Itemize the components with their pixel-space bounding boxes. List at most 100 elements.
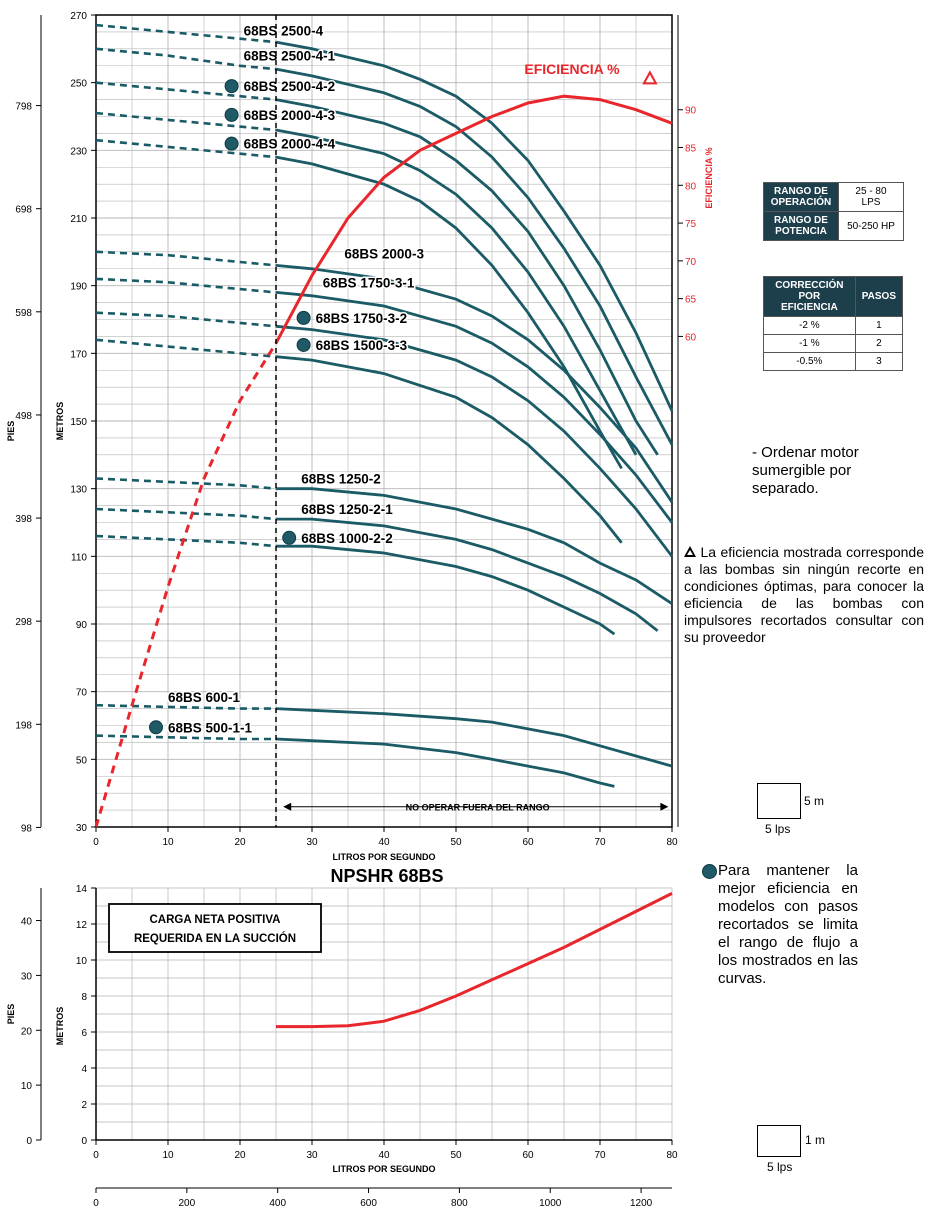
x-tick-label: 70	[594, 1150, 606, 1161]
x-tick-label: 0	[93, 1150, 99, 1161]
efficiency-label: EFICIENCIA %	[524, 61, 620, 77]
x-tick-label: 20	[234, 1150, 246, 1161]
steps-cell: 2	[854, 334, 904, 353]
series-dot	[296, 310, 311, 325]
series-line-dashed	[95, 507, 277, 521]
series-label: 68BS 2500-4	[244, 23, 324, 38]
power-range-value: 50-250 HP	[838, 211, 904, 241]
feet-tick-label: 398	[15, 514, 32, 525]
efficiency-tick-label: 65	[685, 295, 697, 306]
series-label: 68BS 2000-4-4	[244, 137, 336, 152]
scale-top-x: 5 lps	[765, 822, 791, 836]
y-tick-label: 210	[70, 214, 87, 225]
x-tick-label: 40	[378, 837, 390, 848]
y-tick-label: 50	[76, 755, 88, 766]
efficiency-tick-label: 70	[685, 257, 697, 268]
series-line-dashed	[95, 338, 277, 358]
series-label: 68BS 1000-2-2	[301, 531, 393, 546]
series-label: 68BS 1250-2-1	[301, 502, 393, 517]
efficiency-triangle-icon	[642, 70, 658, 85]
y-tick-label: 30	[76, 823, 88, 834]
operation-range-label: RANGO DE OPERACIÓN	[763, 182, 839, 212]
feet-tick-label: 298	[15, 617, 32, 628]
series-label: 68BS 2500-4-2	[244, 79, 336, 94]
series-line-dashed	[95, 277, 277, 294]
range-label: NO OPERAR FUERA DEL RANGO	[406, 803, 550, 813]
scale-bottom-x: 5 lps	[767, 1160, 793, 1174]
head-curve-labels: 68BS 2500-4 68BS 2500-4-1 68BS 2500-4-2 68B…	[149, 22, 658, 737]
y-axis-title: METROS	[55, 402, 65, 441]
steps-cell: 1	[854, 316, 904, 335]
gpm-tick-label: 200	[179, 1198, 196, 1209]
series-line	[275, 40, 674, 412]
efficiency-tick-label: 90	[685, 106, 697, 117]
series-line-dashed	[95, 81, 277, 101]
efficiency-axis-title: EFICIENCIA %	[704, 147, 714, 208]
efficiency-tick-label: 85	[685, 144, 697, 155]
x-tick-label: 20	[234, 837, 246, 848]
x-tick-label: 10	[162, 1150, 174, 1161]
series-line	[275, 707, 673, 768]
gpm-tick-label: 1200	[630, 1198, 653, 1209]
scale-box-bottom	[757, 1125, 801, 1157]
triangle-icon	[684, 546, 696, 557]
series-dot	[149, 720, 163, 735]
y-tick-label: 230	[70, 146, 87, 157]
series-line-dashed	[95, 311, 277, 328]
efficiency-tick-label: 60	[685, 332, 697, 343]
series-label: 68BS 1750-3-2	[316, 311, 408, 326]
feet-tick-label: 98	[21, 823, 33, 834]
series-line-dashed	[95, 477, 277, 490]
steps-note: Para mantener la mejor eficiencia en mod…	[702, 862, 858, 988]
series-label: 68BS 1250-2	[301, 472, 381, 487]
series-label: 68BS 600-1	[168, 690, 241, 705]
y-axis-title: METROS	[55, 1007, 65, 1046]
series-line	[275, 324, 674, 558]
scale-bottom-y: 1 m	[805, 1133, 826, 1147]
head-chart-grid	[95, 14, 679, 828]
feet-tick-label: 598	[15, 308, 32, 319]
efficiency-tick-label: 75	[685, 219, 697, 230]
x-axis-title: LITROS POR SEGUNDO	[332, 1164, 435, 1174]
power-range-label: RANGO DE POTENCIA	[763, 211, 839, 241]
series-line-dashed	[95, 47, 277, 71]
series-line	[275, 155, 623, 470]
axis-labels: 0 10 20 30 40 50 60 70 8030507090110130150170190…	[6, 11, 714, 1209]
feet-tick-label: 198	[15, 720, 32, 731]
series-line-dashed	[95, 534, 277, 548]
series-dot	[282, 530, 297, 545]
x-tick-label: 70	[594, 837, 606, 848]
series-line	[275, 98, 659, 456]
feet-tick-label: 20	[21, 1026, 33, 1037]
npshr-line	[276, 892, 673, 1029]
series-line-dashed	[95, 703, 276, 710]
y-tick-label: 14	[76, 884, 88, 895]
y-tick-label: 4	[81, 1064, 87, 1075]
npshr-box-label: CARGA NETA POSITIVA	[150, 914, 281, 926]
steps-note-text: Para mantener la mejor eficiencia en mod…	[718, 862, 858, 987]
series-label: 68BS 2000-4-3	[244, 108, 336, 123]
series-line	[275, 67, 674, 446]
y-tick-label: 6	[81, 1028, 87, 1039]
efficiency-note: La eficiencia mostrada corresponde a las…	[684, 544, 924, 646]
correction-cell: -1 %	[763, 334, 856, 353]
x-tick-label: 0	[93, 837, 99, 848]
efficiency-tick-label: 80	[685, 181, 697, 192]
feet-tick-label: 40	[21, 917, 33, 928]
y-tick-label: 270	[70, 11, 87, 22]
steps-cell: 3	[854, 352, 904, 371]
feet-tick-label: 698	[15, 205, 32, 216]
y-tick-label: 150	[70, 417, 87, 428]
series-line-dashed	[95, 138, 277, 159]
series-label: 68BS 2500-4-1	[244, 49, 336, 64]
series-label: 68BS 500-1-1	[168, 720, 253, 735]
series-line	[275, 264, 674, 503]
y-tick-label: 90	[76, 620, 88, 631]
motor-note: - Ordenar motor sumergible por separado.	[752, 444, 859, 497]
x-tick-label: 50	[450, 837, 462, 848]
npshr-box	[108, 903, 322, 953]
npshr-title: NPSHR 68BS	[330, 866, 443, 886]
series-line	[276, 517, 659, 632]
gpm-tick-label: 600	[360, 1198, 377, 1209]
